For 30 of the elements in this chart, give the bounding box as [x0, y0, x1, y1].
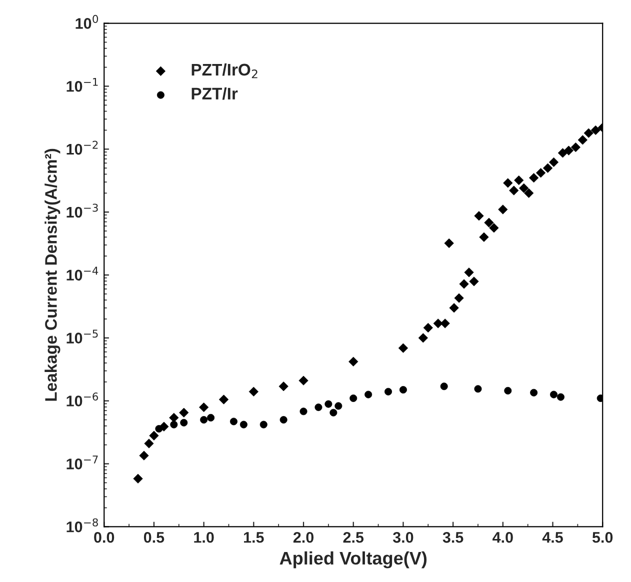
x-tick-label: 2.0 — [293, 532, 314, 543]
legend-label: PZT/Ir — [192, 87, 238, 100]
x-tick-label: 5.0 — [592, 532, 613, 543]
y-tick-label: 10$^{−8}$ — [66, 518, 98, 532]
x-tick-label: 3.0 — [392, 532, 414, 543]
point — [469, 276, 479, 286]
y-tick-label: 10$^{0}$ — [76, 14, 98, 29]
y-tick-label: 10$^{−4}$ — [66, 266, 98, 281]
point — [459, 279, 469, 289]
x-tick-label: 3.5 — [442, 532, 464, 543]
x-tick-label: 2.5 — [343, 532, 364, 543]
y-tick-label: 10$^{−2}$ — [66, 140, 98, 155]
point — [454, 293, 464, 303]
legend-label: PZT/IrO$_{2}$ — [192, 63, 258, 78]
x-tick-label: 4.0 — [492, 532, 513, 543]
y-axis-title: Leakage Current Density(A/cm²) — [44, 148, 60, 401]
x-tick-label: 1.0 — [194, 532, 214, 543]
y-tick-label: 10$^{−1}$ — [66, 78, 98, 92]
x-tick-label: 1.5 — [244, 532, 264, 543]
x-tick-label: 0.5 — [144, 532, 164, 543]
x-axis-title: Aplied Voltage(V) — [280, 551, 427, 568]
point — [570, 142, 581, 152]
point — [519, 183, 529, 193]
x-tick-label: 4.5 — [542, 532, 563, 543]
y-tick-label: 10$^{−6}$ — [66, 392, 98, 406]
y-tick-label: 10$^{−3}$ — [66, 204, 98, 218]
x-tick-label: 0.0 — [94, 532, 114, 543]
y-tick-label: 10$^{−5}$ — [66, 330, 98, 344]
point — [584, 128, 594, 138]
y-tick-label: 10$^{−7}$ — [66, 456, 98, 470]
